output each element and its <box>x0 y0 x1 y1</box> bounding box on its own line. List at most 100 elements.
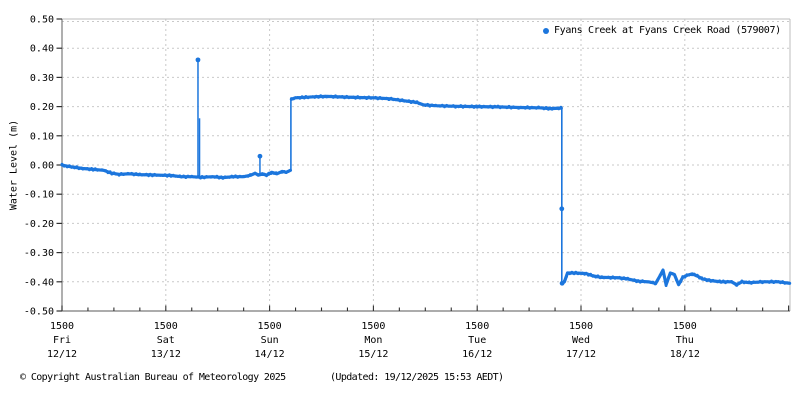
series-point <box>311 95 314 98</box>
series-point <box>114 172 118 176</box>
series-point <box>81 167 85 171</box>
series-point <box>607 275 610 279</box>
series-point <box>756 281 760 284</box>
series-point <box>666 276 670 280</box>
series-point <box>772 281 776 284</box>
series-point <box>770 279 773 283</box>
series-point <box>628 278 632 282</box>
series-point <box>238 174 242 178</box>
series-point <box>306 96 310 100</box>
series-point <box>400 98 404 101</box>
series-point <box>509 106 513 110</box>
series-point <box>747 280 751 284</box>
series-point <box>275 171 279 175</box>
series-point <box>343 96 346 100</box>
series-point <box>555 106 558 110</box>
series-point <box>77 167 81 171</box>
series-point <box>287 170 290 173</box>
series-point <box>600 275 604 278</box>
x-tick-time-label: 1500 <box>258 321 282 332</box>
series-point <box>781 280 784 283</box>
series-point <box>484 105 488 109</box>
x-tick-day-label: Sat <box>157 335 175 346</box>
series-point <box>707 278 711 281</box>
series-point <box>726 279 730 283</box>
series-point <box>428 104 432 108</box>
y-tick-label: -0.40 <box>24 277 54 288</box>
y-tick-label: -0.10 <box>24 190 54 201</box>
series-point <box>521 105 525 109</box>
series-point <box>321 95 325 99</box>
x-tick-time-label: 1500 <box>569 321 593 332</box>
series-point <box>463 104 467 108</box>
series-point <box>207 175 211 179</box>
series-point <box>417 102 421 106</box>
series-point <box>213 176 217 179</box>
series-point <box>217 176 221 180</box>
copyright-text: © Copyright Australian Bureau of Meteoro… <box>20 372 286 383</box>
series-point <box>91 168 95 172</box>
series-point <box>716 280 719 284</box>
series-point <box>482 104 486 108</box>
series-point <box>787 281 791 285</box>
series-point <box>231 175 235 179</box>
series-point <box>331 96 335 99</box>
series-point <box>98 168 102 172</box>
series-point <box>685 273 689 276</box>
x-tick-day-label: Sun <box>261 335 279 346</box>
series-point <box>296 96 300 99</box>
series-point <box>498 106 502 110</box>
series-point <box>96 168 99 172</box>
x-tick-date-label: 12/12 <box>47 349 77 360</box>
y-axis-title: Water Level (m) <box>8 119 20 211</box>
series-point <box>163 173 167 177</box>
series-point <box>290 97 293 100</box>
series-point <box>592 274 595 277</box>
series-point <box>626 276 630 280</box>
series-point <box>430 103 434 107</box>
series-point <box>709 280 713 283</box>
series-point <box>244 174 248 178</box>
series-point <box>618 275 621 279</box>
x-tick-day-label: Fri <box>53 335 71 346</box>
series-point <box>668 272 672 276</box>
series-point <box>145 172 148 176</box>
series-point <box>372 96 375 100</box>
series-point <box>512 105 515 109</box>
series-point <box>263 172 266 176</box>
series-point <box>489 104 492 108</box>
series-point <box>277 171 281 175</box>
series-point <box>128 172 131 176</box>
series-point <box>294 96 297 99</box>
y-tick-label: 0.30 <box>30 73 54 84</box>
x-tick-date-label: 17/12 <box>566 349 596 360</box>
y-tick-label: 0.10 <box>30 131 54 142</box>
series-point <box>424 104 427 107</box>
series-point <box>205 175 208 178</box>
series-point <box>148 172 152 176</box>
series-point <box>594 275 598 279</box>
x-tick-time-label: 1500 <box>50 321 74 332</box>
series-point <box>677 282 680 286</box>
series-point <box>703 277 706 280</box>
x-tick-date-label: 18/12 <box>670 349 700 360</box>
series-point <box>356 95 360 99</box>
series-point <box>317 96 320 99</box>
series-point <box>434 103 438 107</box>
series-point <box>574 270 578 274</box>
series-point <box>613 276 617 280</box>
series-point <box>604 276 608 279</box>
series-point <box>767 281 771 284</box>
series-point <box>202 176 206 180</box>
series-point <box>503 105 506 109</box>
series-point <box>765 280 769 283</box>
series-point <box>721 279 725 283</box>
series-point <box>249 173 253 177</box>
series-point <box>647 280 650 284</box>
series-point <box>190 174 194 178</box>
series-point <box>589 272 592 276</box>
series-point <box>159 174 163 177</box>
series-point <box>334 94 337 98</box>
series-point <box>581 271 584 275</box>
series-point <box>785 281 789 284</box>
